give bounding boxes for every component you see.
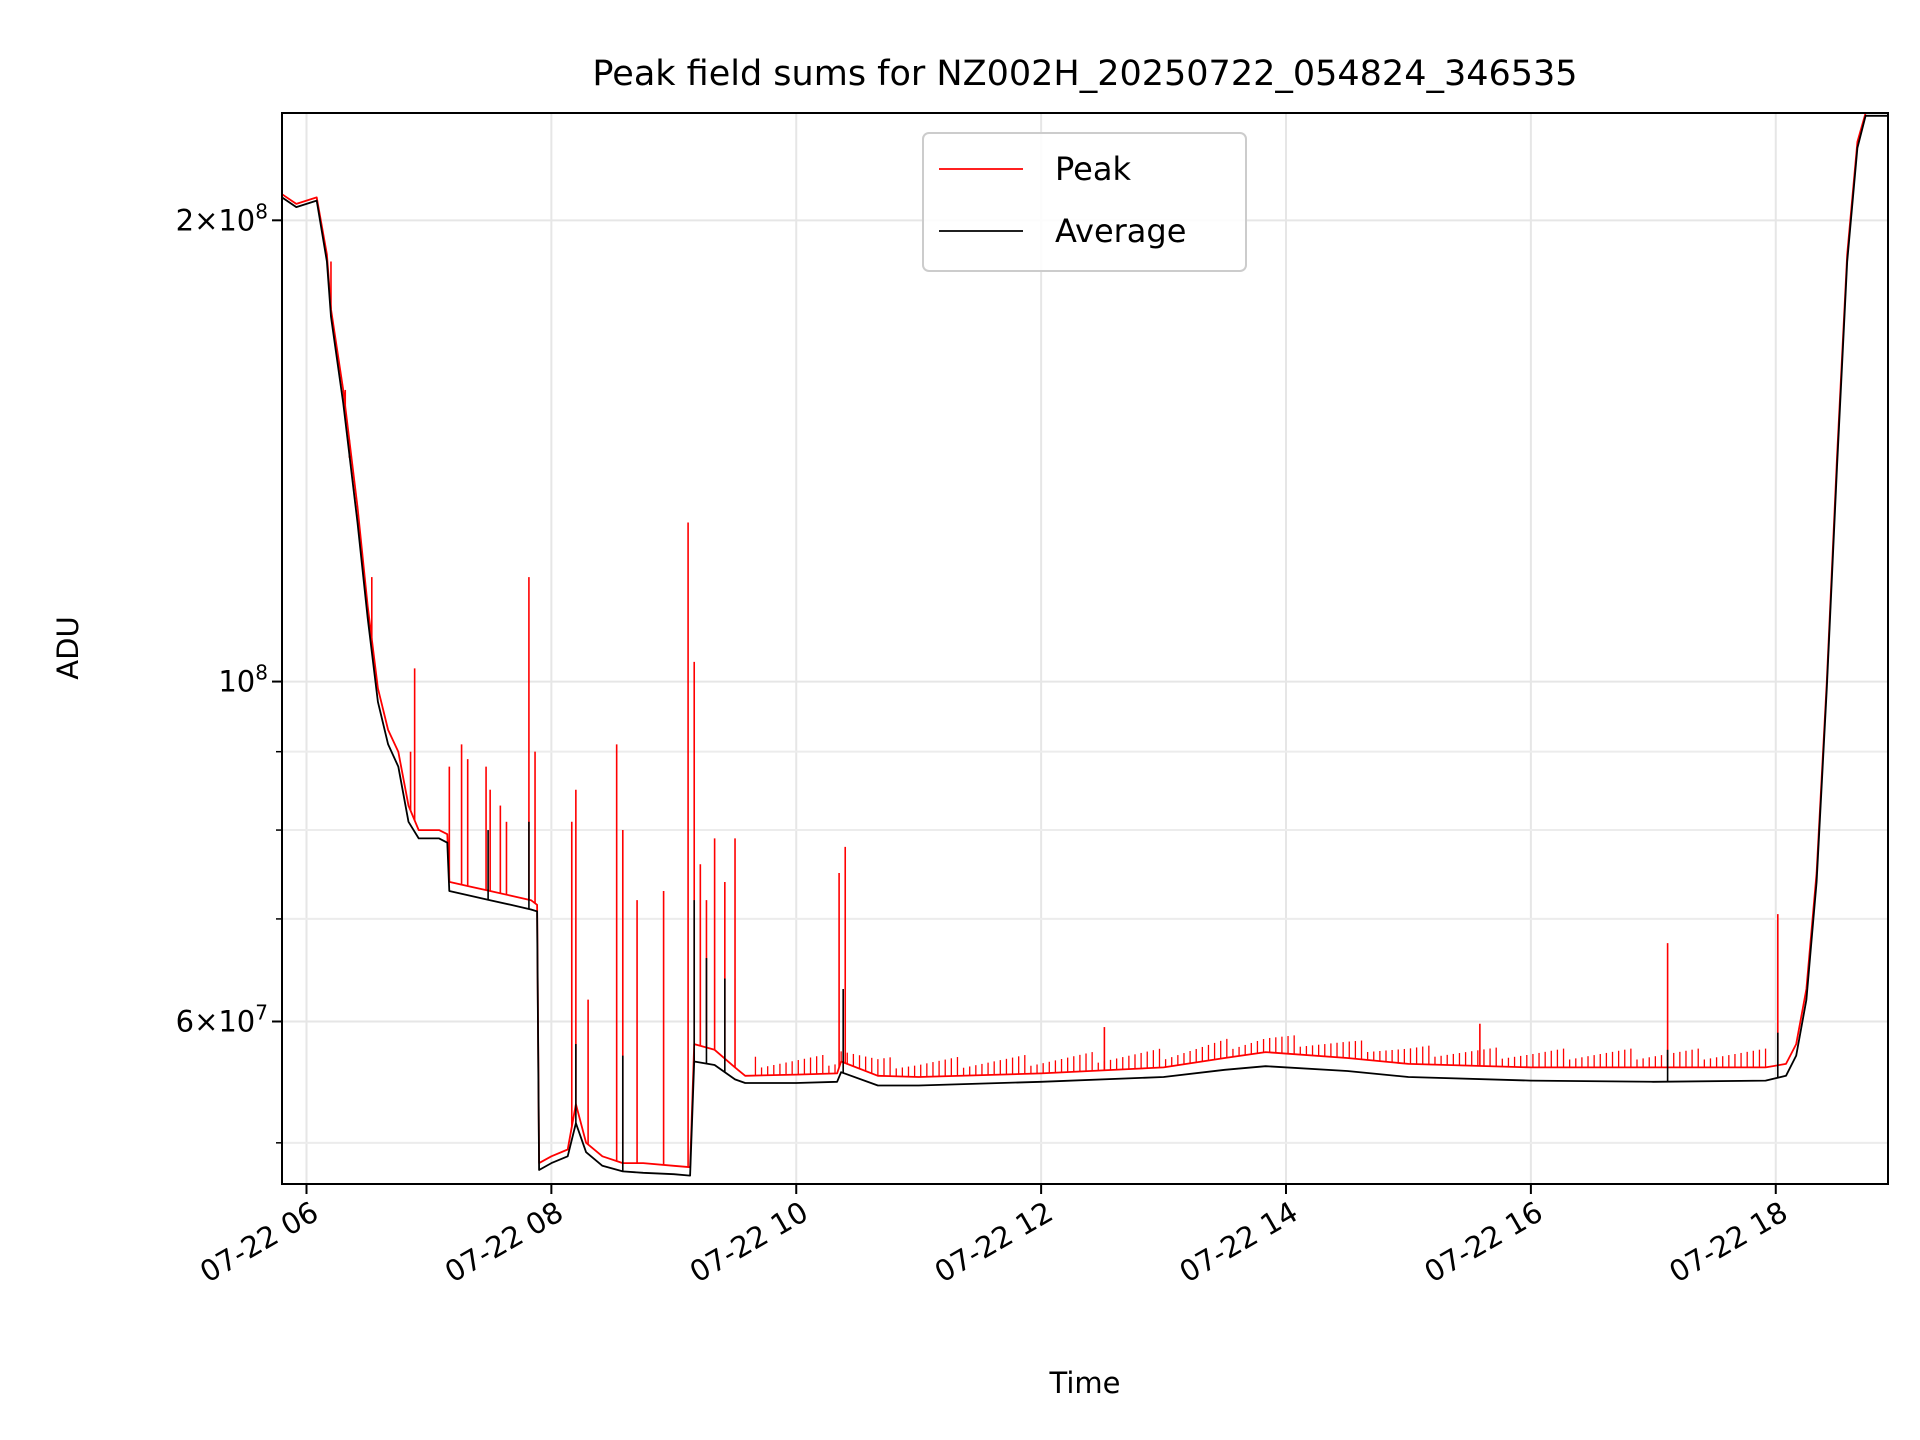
legend: Peak Average (922, 132, 1247, 272)
y-tick-mantissa: 6 (176, 1004, 194, 1038)
series-peak (282, 113, 1888, 1169)
y-axis-label: ADU (51, 616, 85, 679)
legend-label-average: Average (1055, 212, 1186, 250)
y-tick-exponent: 7 (255, 1000, 268, 1024)
legend-box (922, 132, 1247, 272)
y-tick-exponent: 8 (255, 661, 268, 685)
chart-title: Peak field sums for NZ002H_20250722_0548… (592, 54, 1577, 94)
y-tick-base: 10 (218, 665, 255, 699)
y-tick-label: 2×108 (176, 199, 268, 237)
x-axis-label: Time (1049, 1366, 1121, 1400)
y-tick-label: 6×107 (176, 1000, 268, 1038)
axes-frame (281, 112, 1889, 1185)
legend-label-peak: Peak (1055, 150, 1131, 188)
y-tick-times: ×10 (194, 1004, 255, 1038)
plot-area (282, 113, 1888, 1177)
y-tick-mantissa: 2 (176, 203, 194, 237)
series-line-peak (282, 113, 1888, 1169)
series-line-average (282, 114, 1888, 1177)
series-average (282, 114, 1888, 1177)
grid (282, 113, 1888, 1184)
y-tick-label: 108 (218, 661, 268, 699)
y-tick-exponent: 8 (255, 199, 268, 223)
y-tick-times: ×10 (194, 203, 255, 237)
